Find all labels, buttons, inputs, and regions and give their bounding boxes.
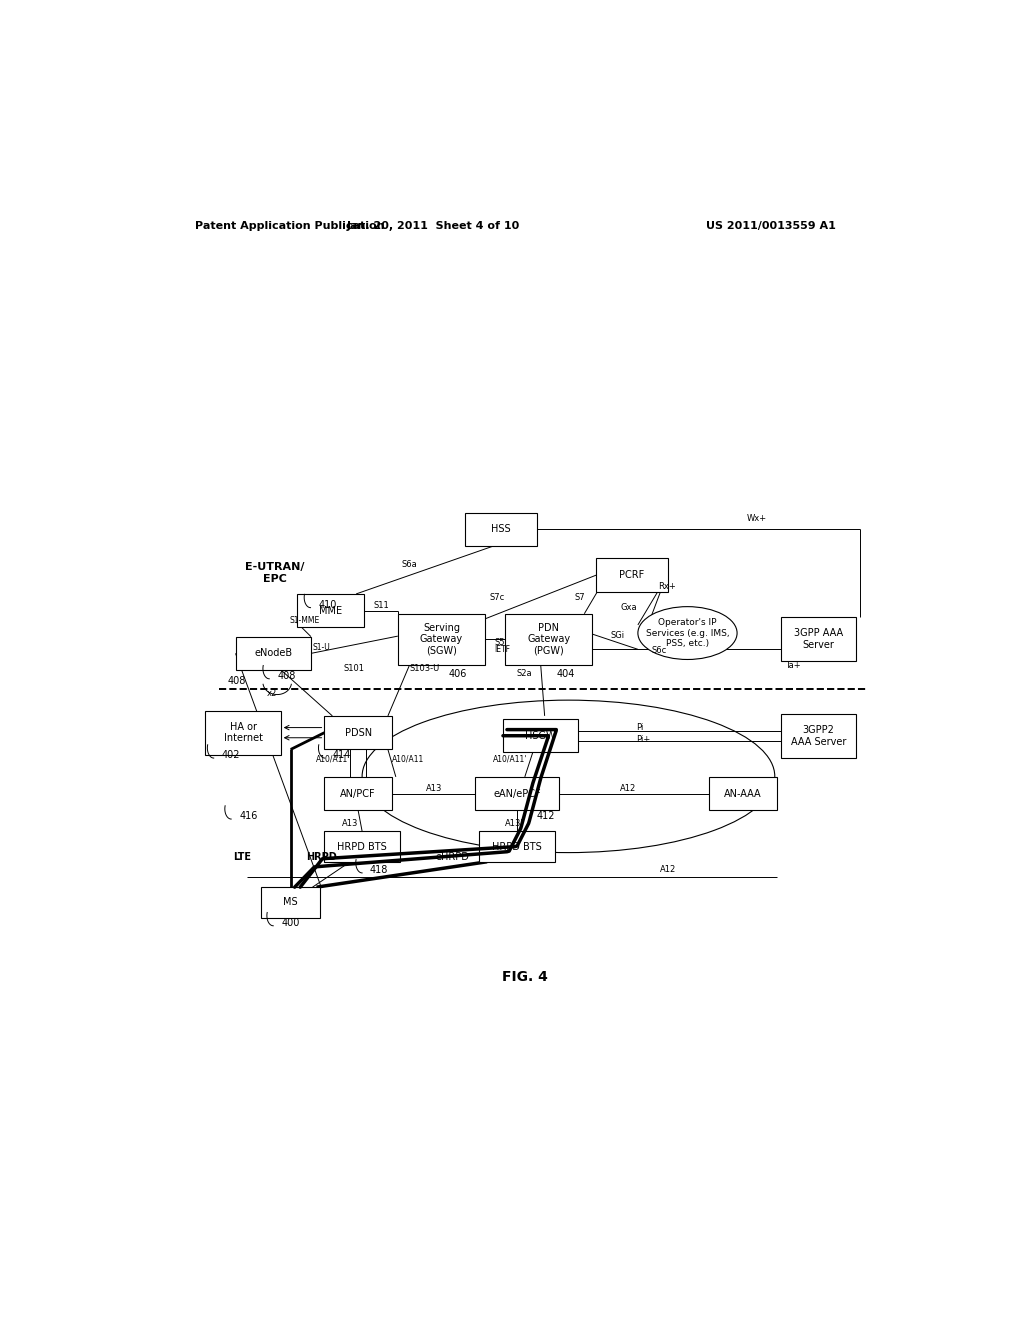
Text: S7c: S7c [489,593,505,602]
FancyBboxPatch shape [261,887,321,917]
FancyBboxPatch shape [397,614,485,664]
Text: 404: 404 [557,669,574,678]
Text: A12: A12 [620,784,636,792]
Text: S1-MME: S1-MME [290,616,321,624]
Text: Serving
Gateway
(SGW): Serving Gateway (SGW) [420,623,463,656]
Text: eAN/ePCF: eAN/ePCF [493,788,541,799]
Text: FIG. 4: FIG. 4 [502,970,548,983]
FancyBboxPatch shape [596,558,668,591]
Text: Rx+: Rx+ [658,582,676,591]
Text: 410: 410 [318,599,337,610]
Text: S1-U: S1-U [312,643,330,652]
Text: A13: A13 [342,818,358,828]
Text: Pi: Pi [636,722,643,731]
Text: HRPD BTS: HRPD BTS [492,842,542,851]
Text: eNodeB: eNodeB [254,648,292,659]
Text: S2a: S2a [517,669,532,677]
Text: US 2011/0013559 A1: US 2011/0013559 A1 [706,222,836,231]
Text: HRPD BTS: HRPD BTS [337,842,387,851]
Text: 400: 400 [282,917,300,928]
Text: S103-U: S103-U [410,664,440,673]
FancyBboxPatch shape [710,777,777,810]
Text: 406: 406 [449,669,467,678]
Text: Wx+: Wx+ [748,515,767,523]
Text: S6c: S6c [652,647,667,656]
Text: A10/A11': A10/A11' [494,754,527,763]
FancyBboxPatch shape [479,832,555,862]
Text: PCRF: PCRF [620,570,644,579]
FancyBboxPatch shape [325,777,392,810]
Text: HRPD: HRPD [306,851,337,862]
Text: 402: 402 [221,750,241,760]
Text: AN/PCF: AN/PCF [340,788,376,799]
Text: S5: S5 [495,639,505,647]
Text: HSGW: HSGW [525,731,556,741]
Text: SGi: SGi [610,631,625,640]
Text: 414: 414 [333,750,351,760]
Text: 412: 412 [537,810,555,821]
Text: LTE: LTE [232,851,251,862]
FancyBboxPatch shape [505,614,592,664]
Text: AN-AAA: AN-AAA [724,788,762,799]
FancyBboxPatch shape [297,594,365,627]
Text: IETF: IETF [495,645,511,655]
Text: Gxa: Gxa [620,603,637,611]
FancyBboxPatch shape [325,715,392,750]
Text: Operator's IP
Services (e.g. IMS,
PSS, etc.): Operator's IP Services (e.g. IMS, PSS, e… [646,618,729,648]
FancyBboxPatch shape [780,714,856,758]
Text: 416: 416 [240,810,257,821]
Text: A10/A11: A10/A11 [392,754,425,763]
FancyBboxPatch shape [325,832,399,862]
Text: HA or
Internet: HA or Internet [223,722,262,743]
Text: MME: MME [318,606,342,615]
Text: A10/A11: A10/A11 [316,754,348,763]
Text: HSS: HSS [492,524,511,535]
FancyBboxPatch shape [475,777,558,810]
Text: PDN
Gateway
(PGW): PDN Gateway (PGW) [527,623,570,656]
Text: 3GPP2
AAA Server: 3GPP2 AAA Server [791,725,846,747]
Text: x2: x2 [267,689,278,697]
Text: S7: S7 [574,593,585,602]
Text: S11: S11 [373,601,389,610]
Text: Ta+: Ta+ [784,661,801,671]
Ellipse shape [638,607,737,660]
Text: A12: A12 [659,865,676,874]
Text: 408: 408 [227,676,246,686]
FancyBboxPatch shape [236,636,311,671]
FancyBboxPatch shape [206,710,281,755]
Text: S101: S101 [344,664,365,673]
Text: PDSN: PDSN [345,727,372,738]
Text: MS: MS [284,898,298,907]
Text: 418: 418 [370,865,388,875]
Text: 408: 408 [278,671,296,681]
Text: A13: A13 [426,784,442,792]
Text: Jan. 20, 2011  Sheet 4 of 10: Jan. 20, 2011 Sheet 4 of 10 [347,222,520,231]
Text: E-UTRAN/
EPC: E-UTRAN/ EPC [246,562,305,583]
Text: eHRPD: eHRPD [436,851,470,862]
FancyBboxPatch shape [465,512,537,546]
Text: S6a: S6a [401,560,418,569]
Text: Pi+: Pi+ [636,735,650,743]
FancyBboxPatch shape [780,618,856,661]
Text: Patent Application Publication: Patent Application Publication [196,222,385,231]
Text: 3GPP AAA
Server: 3GPP AAA Server [794,628,843,649]
Text: A13': A13' [505,818,523,828]
FancyBboxPatch shape [503,719,579,752]
